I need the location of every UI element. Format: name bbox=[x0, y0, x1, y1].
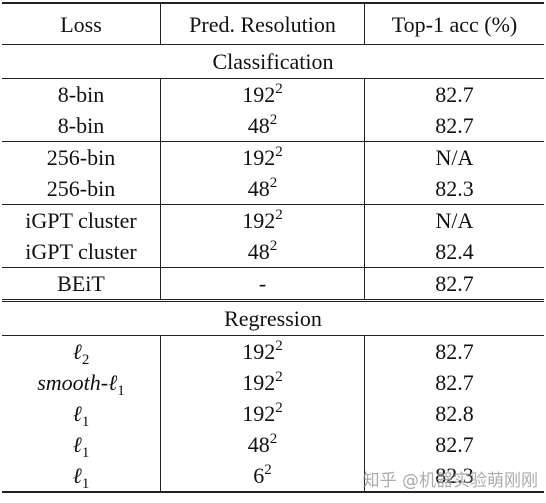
cell: 482 bbox=[160, 110, 365, 142]
results-table: Loss Pred. Resolution Top-1 acc (%) Classif… bbox=[2, 2, 544, 493]
superscript: 2 bbox=[269, 175, 278, 191]
cell: ℓ2 bbox=[2, 336, 161, 368]
cell: 482 bbox=[160, 236, 365, 268]
cell-base: 48 bbox=[247, 176, 270, 201]
cell-base: 48 bbox=[247, 239, 270, 264]
cell-base: 192 bbox=[242, 208, 276, 233]
cell: 82.3 bbox=[435, 176, 474, 201]
cell: ℓ1 bbox=[2, 429, 161, 461]
cell: 62 bbox=[160, 460, 365, 492]
cell: 82.7 bbox=[435, 271, 474, 296]
cell: 1922 bbox=[160, 398, 365, 429]
cell-base: ℓ bbox=[72, 339, 82, 364]
superscript: 2 bbox=[269, 431, 278, 447]
data-row: ℓ1 1922 82.8 bbox=[2, 398, 544, 430]
superscript: 2 bbox=[269, 112, 278, 128]
cell: iGPT cluster bbox=[25, 208, 137, 233]
cell: 1922 bbox=[160, 204, 365, 236]
superscript: 2 bbox=[275, 81, 283, 97]
superscript: 2 bbox=[275, 338, 283, 354]
cell: 8-bin bbox=[57, 82, 105, 107]
cell-base: 192 bbox=[242, 145, 276, 170]
data-row: 8-bin 1922 82.7 bbox=[2, 78, 544, 110]
cell: N/A bbox=[435, 208, 474, 233]
cell-base: smooth-ℓ bbox=[37, 370, 118, 395]
section-title: Classification bbox=[212, 49, 334, 74]
watermark: 知乎 @机器实验萌刚刚 bbox=[362, 471, 538, 491]
cell: 82.7 bbox=[435, 339, 474, 364]
cell-base: 48 bbox=[247, 432, 270, 457]
cell-base: 48 bbox=[247, 113, 270, 138]
subscript: 2 bbox=[81, 352, 90, 368]
data-row: 8-bin 482 82.7 bbox=[2, 110, 544, 142]
header-cell: Loss bbox=[60, 11, 102, 37]
data-row: ℓ1 62 82.3 bbox=[2, 460, 544, 492]
cell: 8-bin bbox=[57, 113, 105, 138]
superscript: 2 bbox=[275, 369, 283, 385]
cell-base: 192 bbox=[242, 82, 276, 107]
subscript: 1 bbox=[117, 383, 125, 399]
header-cell: Top-1 acc (%) bbox=[391, 11, 518, 37]
section-row: Classification bbox=[2, 45, 544, 79]
cell: BEiT bbox=[57, 271, 105, 296]
cell: 82.7 bbox=[435, 370, 474, 395]
header-row: Loss Pred. Resolution Top-1 acc (%) bbox=[2, 3, 544, 45]
section-title: Regression bbox=[224, 306, 322, 331]
data-row: 256-bin 482 82.3 bbox=[2, 173, 544, 205]
cell-base: ℓ bbox=[72, 401, 82, 426]
data-row: smooth-ℓ1 1922 82.7 bbox=[2, 367, 544, 399]
data-row: ℓ2 1922 82.7 bbox=[2, 335, 544, 368]
cell-base: ℓ bbox=[72, 463, 82, 488]
cell: ℓ1 bbox=[2, 460, 161, 492]
cell: 482 bbox=[160, 429, 365, 460]
cell-base: ℓ bbox=[72, 432, 82, 457]
cell-base: 192 bbox=[242, 370, 276, 395]
section-row: Regression bbox=[2, 300, 544, 336]
cell: - bbox=[160, 267, 365, 301]
cell-base: 192 bbox=[242, 401, 276, 426]
data-row: 256-bin 1922 N/A bbox=[2, 141, 544, 173]
superscript: 2 bbox=[275, 144, 283, 160]
subscript: 1 bbox=[81, 445, 90, 461]
cell: ℓ1 bbox=[2, 398, 161, 430]
subscript: 1 bbox=[81, 414, 90, 430]
cell: 82.4 bbox=[435, 239, 474, 264]
data-row: iGPT cluster 482 82.4 bbox=[2, 236, 544, 268]
subscript: 1 bbox=[81, 476, 90, 492]
cell: 82.7 bbox=[435, 82, 474, 107]
cell-base: 6 bbox=[253, 463, 265, 488]
cell: 82.7 bbox=[435, 113, 474, 138]
cell: 82.8 bbox=[435, 401, 474, 426]
cell: 256-bin bbox=[46, 145, 116, 170]
cell: N/A bbox=[435, 145, 474, 170]
superscript: 2 bbox=[264, 462, 272, 478]
data-row: BEiT - 82.7 bbox=[2, 267, 544, 301]
cell: 256-bin bbox=[46, 176, 116, 201]
cell: 1922 bbox=[160, 78, 365, 110]
cell: iGPT cluster bbox=[25, 239, 137, 264]
superscript: 2 bbox=[275, 207, 283, 223]
superscript: 2 bbox=[269, 238, 278, 254]
superscript: 2 bbox=[275, 400, 283, 416]
header-cell: Pred. Resolution bbox=[160, 3, 365, 45]
data-row: ℓ1 482 82.7 bbox=[2, 429, 544, 461]
cell: 482 bbox=[160, 173, 365, 205]
cell-base: 192 bbox=[242, 339, 276, 364]
cell: 1922 bbox=[160, 141, 365, 173]
cell: 1922 bbox=[160, 335, 365, 367]
cell: smooth-ℓ1 bbox=[2, 367, 161, 399]
cell: 82.7 bbox=[435, 432, 474, 457]
cell: 1922 bbox=[160, 367, 365, 398]
cell: 82.3 bbox=[435, 463, 474, 488]
data-row: iGPT cluster 1922 N/A bbox=[2, 204, 544, 236]
